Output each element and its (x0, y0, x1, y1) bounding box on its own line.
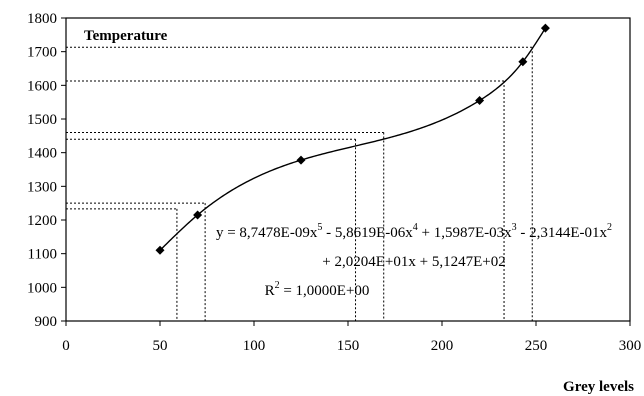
y-tick-label: 1700 (27, 45, 57, 61)
x-tick-label: 300 (619, 338, 642, 354)
y-tick-label: 1000 (27, 280, 57, 296)
y-tick-label: 1200 (27, 213, 57, 229)
y-axis-ticks: 900 1000 1100 1200 1300 1400 1500 1600 1700 1800 (27, 11, 66, 330)
x-tick-label: 200 (431, 338, 454, 354)
data-point (475, 95, 485, 105)
x-tick-label: 0 (62, 338, 70, 354)
y-tick-label: 1300 (27, 179, 57, 195)
chart-title: Temperature (84, 28, 168, 44)
data-point (518, 57, 528, 67)
x-tick-label: 250 (525, 338, 548, 354)
r-squared-label: R2 = 1,0000E+00 (265, 280, 370, 299)
x-tick-label: 150 (337, 338, 360, 354)
data-point (540, 23, 550, 33)
x-axis-ticks: 0 50 100 150 200 250 300 (62, 321, 641, 354)
y-tick-label: 1400 (27, 146, 57, 162)
data-point (155, 245, 165, 255)
y-tick-label: 1100 (28, 247, 57, 263)
y-tick-label: 1500 (27, 112, 57, 128)
y-tick-label: 900 (35, 314, 58, 330)
trendline (159, 27, 546, 251)
x-tick-label: 50 (153, 338, 168, 354)
trendline-equation: y = 8,7478E-09x5 - 5,8619E-06x4 + 1,5987… (216, 222, 612, 241)
y-tick-label: 1800 (27, 11, 57, 27)
data-point (296, 155, 306, 165)
trendline-equation-continued: + 2,0204E+01x + 5,1247E+02 (322, 254, 505, 270)
x-axis-label: Grey levels (563, 379, 634, 395)
reference-lines (66, 46, 533, 321)
data-point (193, 210, 203, 220)
data-markers (155, 23, 550, 255)
y-tick-label: 1600 (27, 78, 57, 94)
x-tick-label: 100 (243, 338, 266, 354)
plot-area (65, 17, 631, 322)
